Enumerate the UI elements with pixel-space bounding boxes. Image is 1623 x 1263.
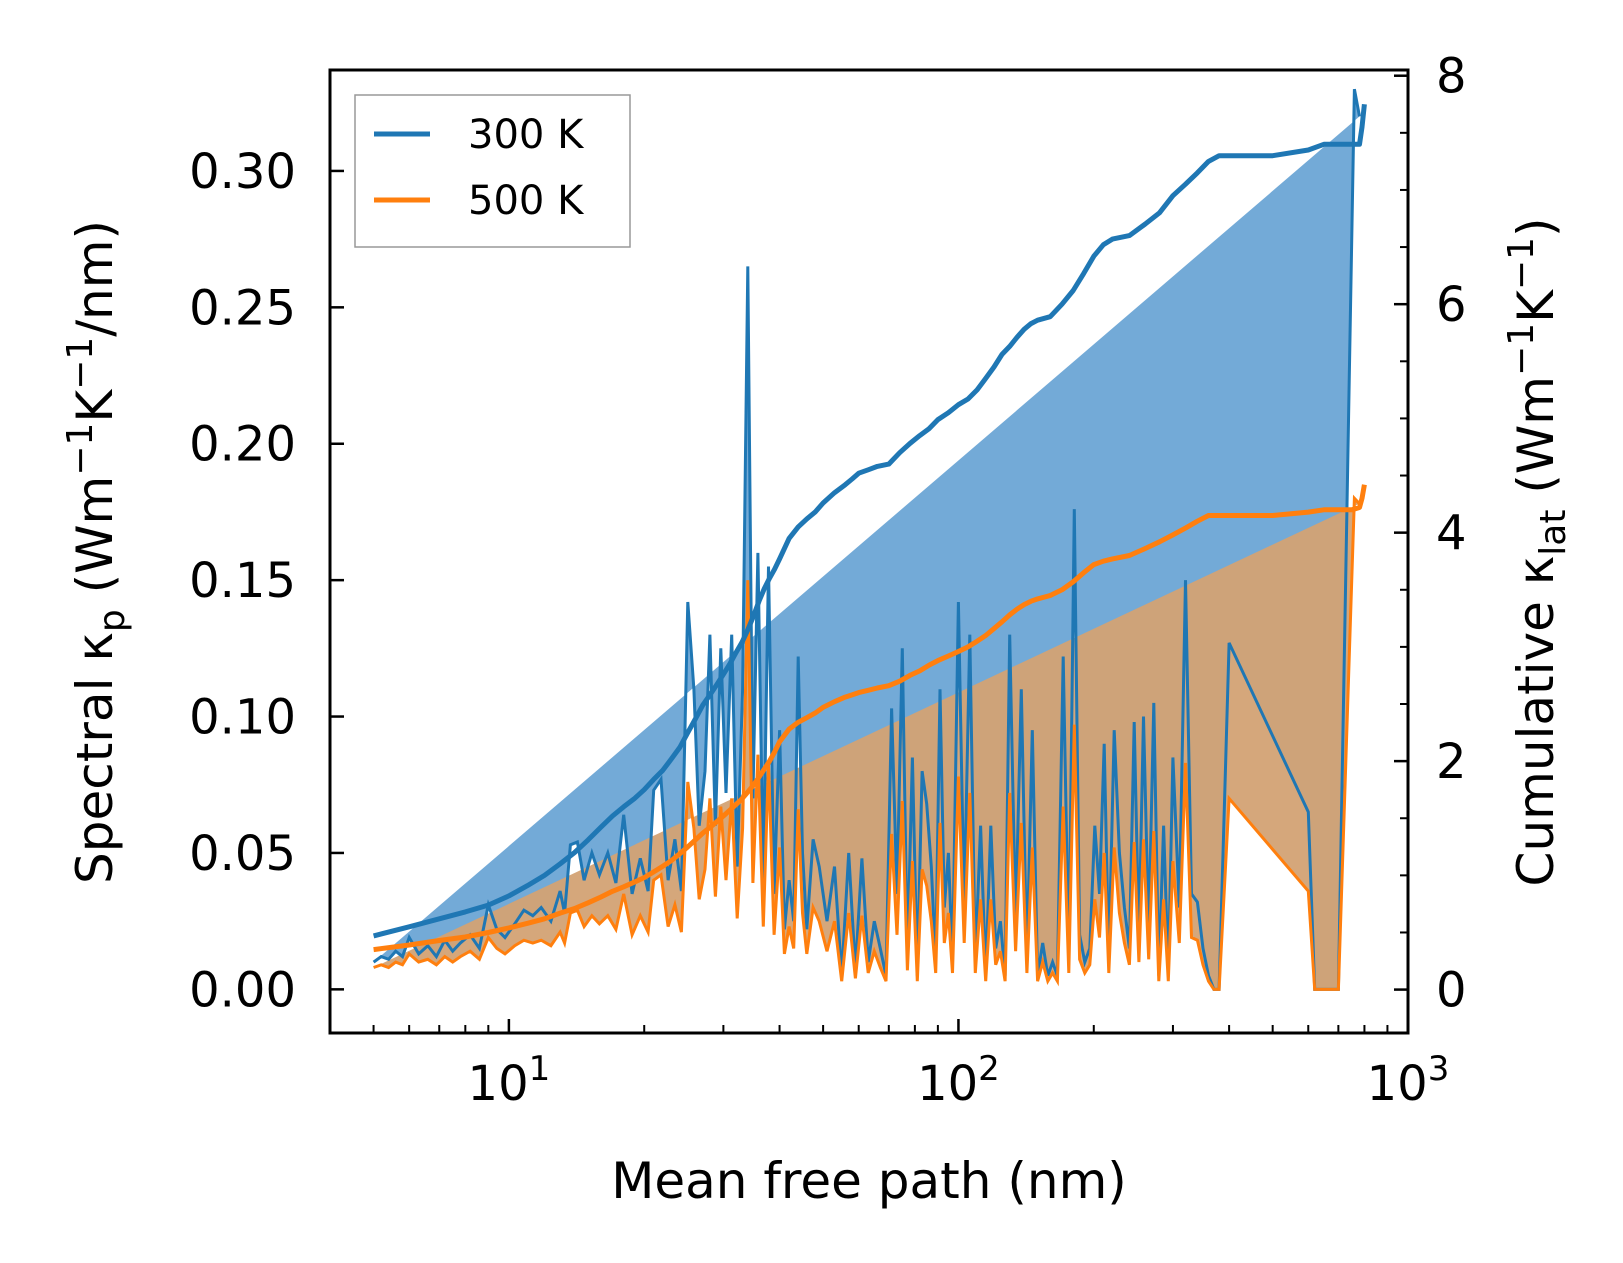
y-axis-right-ticks: 0 2 4 6 8 — [1394, 49, 1467, 1019]
y-right-tick-label: 6 — [1436, 277, 1467, 333]
spectral-300k-line — [372, 88, 1361, 991]
cumulative-300k-line — [372, 104, 1367, 939]
cumulative-500k-line — [373, 484, 1367, 953]
x-axis-title: Mean free path (nm) — [611, 1152, 1127, 1210]
y-left-tick-label: 0.10 — [189, 690, 296, 746]
x-tick-label: 102 — [917, 1049, 1000, 1112]
legend-label-500k: 500 K — [468, 178, 585, 224]
plot-frame — [328, 68, 1410, 1035]
y-right-tick-label: 4 — [1436, 506, 1467, 562]
legend: 300 K 500 K — [354, 94, 631, 248]
y-left-tick-label: 0.25 — [189, 280, 296, 336]
x-tick-exponent: 3 — [1428, 1049, 1450, 1089]
y-left-tick-label: 0.00 — [189, 962, 296, 1018]
y-axis-left-ticks: 0.00 0.05 0.10 0.15 0.20 0.25 0.30 — [189, 144, 344, 1018]
y-axis-right-title: Cumulative κlat (Wm−1K−1) — [1501, 218, 1574, 887]
spectral-500k-line — [373, 494, 1361, 991]
x-tick-base: 10 — [468, 1056, 529, 1112]
y-left-tick-label: 0.20 — [189, 417, 296, 473]
x-axis-ticks: 101 102 103 — [329, 1019, 1450, 1112]
y-right-tick-label: 0 — [1436, 963, 1467, 1019]
y-axis-left-title: Spectral κp (Wm−1K−1/nm) — [60, 220, 133, 884]
x-tick-exponent: 2 — [978, 1049, 1000, 1089]
y-right-tick-label: 8 — [1436, 49, 1467, 105]
x-tick-base: 10 — [917, 1056, 978, 1112]
y-left-tick-label: 0.05 — [189, 826, 296, 882]
x-tick-label: 101 — [468, 1049, 551, 1112]
y-left-tick-label: 0.15 — [189, 553, 296, 609]
x-tick-exponent: 1 — [529, 1049, 551, 1089]
y-left-tick-label: 0.30 — [189, 144, 296, 200]
legend-box — [354, 94, 631, 248]
y-right-tick-label: 2 — [1436, 734, 1467, 790]
legend-label-300k: 300 K — [468, 112, 585, 158]
x-tick-base: 10 — [1367, 1056, 1428, 1112]
x-tick-label: 103 — [1367, 1049, 1450, 1112]
